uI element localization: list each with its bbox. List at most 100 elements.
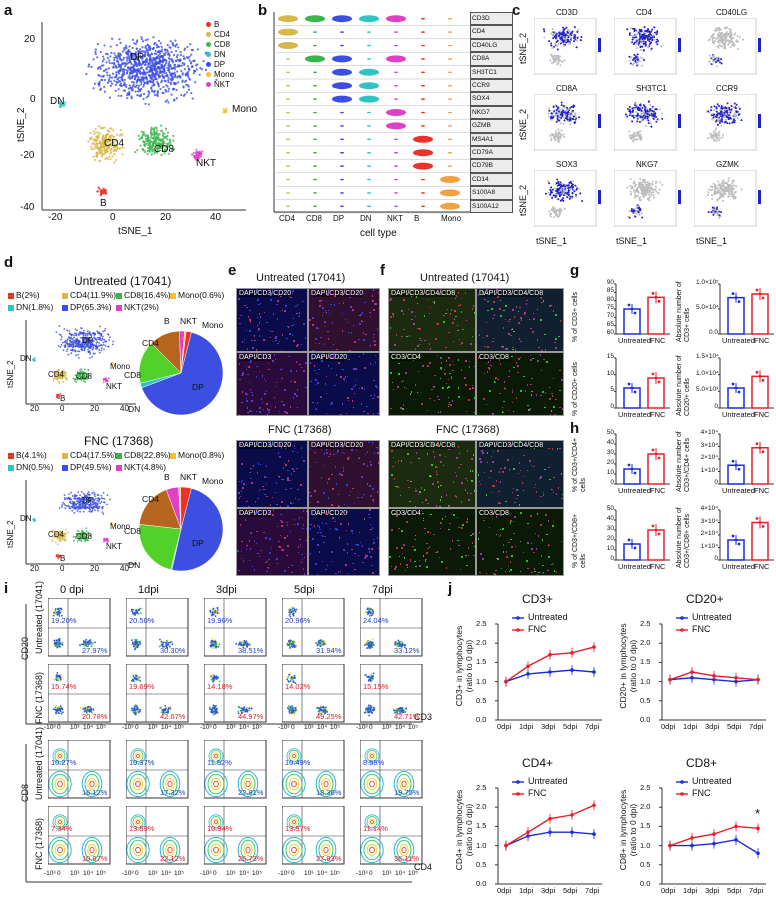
micro-speck (309, 491, 311, 494)
micro-speck (543, 358, 545, 361)
micro-speck (325, 449, 328, 452)
micro-speck (394, 513, 396, 515)
f-label-7: CD3/CD8 (479, 510, 509, 517)
micro-speck (461, 482, 463, 484)
bar-svg-g2 (614, 357, 670, 409)
d2-xtick-3: 40 (120, 564, 129, 573)
panel-label-j: j (448, 580, 453, 597)
line-1-pt-1-2 (712, 674, 716, 678)
cluster-label-mono: Mono (232, 104, 258, 115)
line-chart-0: CD3+ 0.0 0.5 1.0 1.5 2.0 2.5 0dpi 1dpi 3dpi 5dpi 7d… (452, 588, 610, 748)
bar-ytick-h3-4: 4×10⁴ (700, 505, 718, 512)
micro-speck (398, 362, 400, 365)
micro-speck (268, 329, 271, 332)
micro-speck (497, 558, 499, 560)
micro-speck (349, 490, 352, 493)
micro-speck (446, 387, 449, 389)
micro-speck (354, 341, 356, 343)
micro-speck (373, 309, 375, 311)
f-fnc-overview: DAPI/CD3/CD4/CD8 (388, 440, 476, 508)
d-fnc-title: FNC (17368) (84, 434, 154, 448)
micro-speck (323, 541, 325, 544)
micro-speck (466, 479, 469, 482)
micro-speck (342, 368, 344, 371)
micro-speck (395, 485, 397, 488)
micro-speck (297, 523, 299, 525)
d1-pie-slice-cd8 (138, 342, 182, 384)
micro-speck (502, 411, 505, 414)
micro-speck (378, 371, 379, 374)
micro-speck (470, 343, 472, 345)
micro-speck (437, 323, 439, 325)
micro-speck (419, 337, 421, 340)
micro-speck (493, 301, 495, 303)
micro-speck (298, 312, 301, 314)
flow-xtick-1-1-1: 0 (135, 870, 139, 877)
flow-plot-r3-c1 (126, 806, 189, 865)
micro-speck (401, 380, 403, 383)
micro-speck (372, 498, 374, 501)
flow-pct-ul-r1-c1: 19.69% (129, 682, 155, 691)
micro-speck (339, 570, 342, 573)
micro-speck (453, 318, 456, 320)
flow-pct-ul-r0-c3: 20.96% (285, 616, 311, 625)
micro-speck (539, 415, 541, 416)
micro-speck (336, 348, 338, 351)
micro-speck (418, 343, 421, 346)
micro-speck (344, 318, 347, 321)
micro-speck (529, 460, 531, 462)
micro-speck (536, 339, 539, 341)
micro-speck (531, 548, 533, 550)
micro-speck (414, 315, 416, 318)
micro-speck (269, 552, 271, 554)
d-untreated-pie (138, 330, 224, 416)
violin-s100a8-nkt (394, 192, 398, 194)
micro-speck (327, 497, 330, 499)
line-chart-3: CD8+ 0.0 0.5 1.0 1.5 2.0 2.5 0dpi 1dpi 3dpi 5dpi 7d… (616, 752, 774, 912)
violin-gene-cd14: CD14 (470, 172, 513, 187)
micro-speck (437, 486, 440, 488)
micro-speck (509, 561, 512, 563)
micro-speck (290, 487, 292, 490)
micro-speck (403, 328, 405, 331)
violin-cd8a-dp (332, 55, 352, 63)
micro-speck (249, 471, 251, 474)
micro-speck (311, 414, 313, 415)
micro-speck (248, 366, 250, 368)
micro-speck (376, 447, 379, 449)
micro-speck (243, 338, 246, 341)
flow-xtick-1-4-1: 0 (369, 870, 373, 877)
micro-speck (507, 459, 509, 461)
micro-speck (425, 542, 428, 545)
micro-speck (531, 377, 533, 380)
micro-speck (302, 568, 305, 570)
micro-speck (340, 414, 342, 415)
micro-speck (254, 339, 256, 342)
micro-speck (426, 409, 429, 412)
micro-speck (345, 529, 348, 532)
micro-speck (372, 300, 374, 302)
micro-speck (347, 572, 350, 575)
micro-speck (368, 441, 370, 444)
micro-speck (409, 441, 411, 444)
micro-speck (377, 291, 379, 294)
micro-speck (439, 377, 442, 380)
violin-cd4-nkt (394, 31, 398, 33)
micro-speck (457, 446, 460, 448)
micro-speck (510, 443, 512, 446)
micro-speck (427, 547, 429, 550)
micro-speck (346, 484, 348, 486)
micro-speck (536, 574, 539, 575)
micro-speck (454, 297, 457, 300)
bar-ytick-g2-2: 10 (606, 369, 614, 377)
micro-speck (347, 399, 350, 402)
micro-speck (466, 450, 469, 452)
micro-speck (479, 458, 481, 460)
bar-chart-g1: 0.0 5.0×10⁴ 1.0×10⁵ Untreated FNC Absolute nu… (676, 276, 776, 348)
violin-gene-ms4a1: MS4A1 (470, 132, 513, 146)
micro-speck (480, 553, 482, 555)
micro-speck (433, 456, 436, 458)
micro-speck (514, 545, 517, 548)
bar-chart-g2: 0 5 10 15 Untreated FNC% of CD20+ cells (572, 350, 672, 422)
micro-speck (563, 342, 564, 344)
